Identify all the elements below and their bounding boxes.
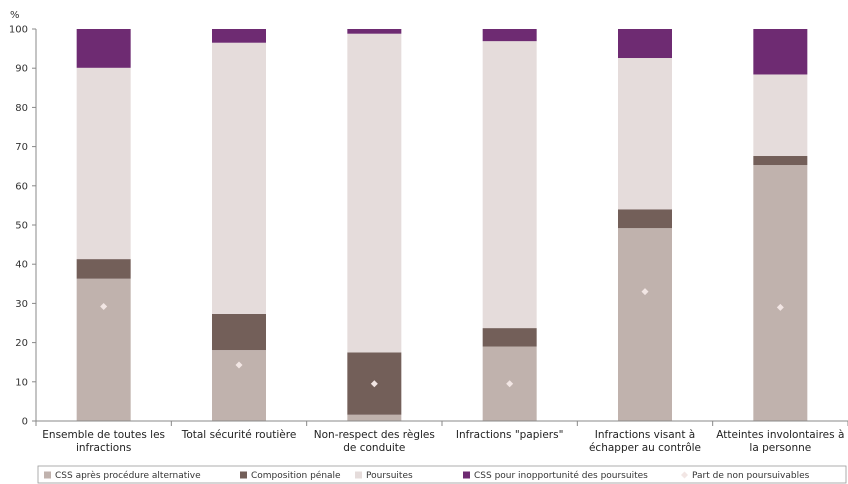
- bar-segment: [753, 156, 808, 166]
- y-tick-label: 80: [15, 103, 28, 114]
- x-category-label: Non-respect des règles de conduite: [314, 429, 435, 454]
- y-tick-label: 90: [15, 64, 28, 75]
- x-category-label: Infractions "papiers": [456, 429, 563, 441]
- x-axis: Ensemble de toutes les infractions Total s…: [35, 420, 848, 454]
- bar-segment: [618, 58, 672, 210]
- bar-segment: [753, 165, 808, 421]
- legend-label: CSS pour inopportunité des poursuites: [474, 470, 648, 481]
- y-axis-unit-label: %: [10, 10, 20, 21]
- legend-label: Part de non poursuivables: [692, 471, 810, 481]
- bar-segment: [482, 29, 537, 42]
- bar-segment: [212, 350, 266, 421]
- legend-label: Poursuites: [366, 471, 413, 481]
- bar-segment: [212, 313, 266, 351]
- x-category-label: Atteintes involontaires à la personne: [716, 429, 844, 454]
- y-tick-label: 20: [15, 338, 28, 349]
- legend-item: CSS après procédure alternative: [44, 470, 201, 481]
- y-tick-label: 50: [15, 221, 28, 232]
- y-tick-label: 40: [15, 260, 28, 271]
- legend-swatch: [44, 471, 51, 479]
- bar-segment: [753, 29, 808, 75]
- legend-item: CSS pour inopportunité des poursuites: [463, 470, 648, 481]
- bar-segment: [618, 228, 672, 421]
- y-tick-label: 60: [15, 181, 28, 192]
- legend: CSS après procédure alternative Compositi…: [37, 465, 847, 484]
- bar-segment: [347, 29, 402, 34]
- marker-point: [370, 380, 378, 388]
- bar-segment: [76, 278, 131, 421]
- legend-swatch: [240, 471, 247, 479]
- y-tick-label: 70: [15, 142, 28, 153]
- marker-point: [506, 380, 514, 388]
- y-tick-label: 30: [15, 299, 28, 310]
- bar-segment: [618, 209, 672, 229]
- marker-point: [641, 288, 649, 296]
- x-category-label: Ensemble de toutes les infractions: [42, 429, 165, 454]
- bar-segment: [76, 259, 131, 279]
- bar-segment: [618, 29, 672, 59]
- bar-segment: [76, 29, 131, 68]
- bars: [76, 29, 808, 421]
- bar-segment: [212, 29, 266, 43]
- legend-item: Part de non poursuivables: [681, 471, 810, 481]
- legend-label: CSS après procédure alternative: [55, 470, 201, 481]
- x-category-label: Total sécurité routière: [181, 429, 297, 441]
- marker-point: [100, 303, 108, 311]
- legend-swatch: [463, 471, 470, 479]
- legend-swatch: [355, 471, 362, 479]
- legend-frame: [37, 465, 847, 484]
- y-tick-label: 100: [9, 25, 28, 36]
- marker-point: [776, 303, 784, 311]
- y-axis: 0 10 20 30 40 50 60 70 80 90 100: [9, 25, 37, 428]
- bar-segment: [482, 328, 537, 347]
- bar-segment: [753, 74, 808, 157]
- y-tick-label: 10: [15, 377, 28, 388]
- bar-segment: [76, 67, 131, 260]
- x-category-label: Infractions visant à échapper au contrôle: [589, 429, 701, 454]
- bar-segment: [347, 33, 402, 353]
- legend-label: Composition pénale: [251, 470, 341, 481]
- y-tick-label: 0: [22, 417, 28, 428]
- bar-segment: [212, 42, 266, 314]
- legend-item: Composition pénale: [240, 470, 341, 481]
- marker-point: [235, 361, 243, 369]
- legend-swatch: [681, 471, 688, 479]
- bar-segment: [482, 41, 537, 329]
- legend-item: Poursuites: [355, 471, 413, 481]
- bar-segment: [347, 414, 402, 421]
